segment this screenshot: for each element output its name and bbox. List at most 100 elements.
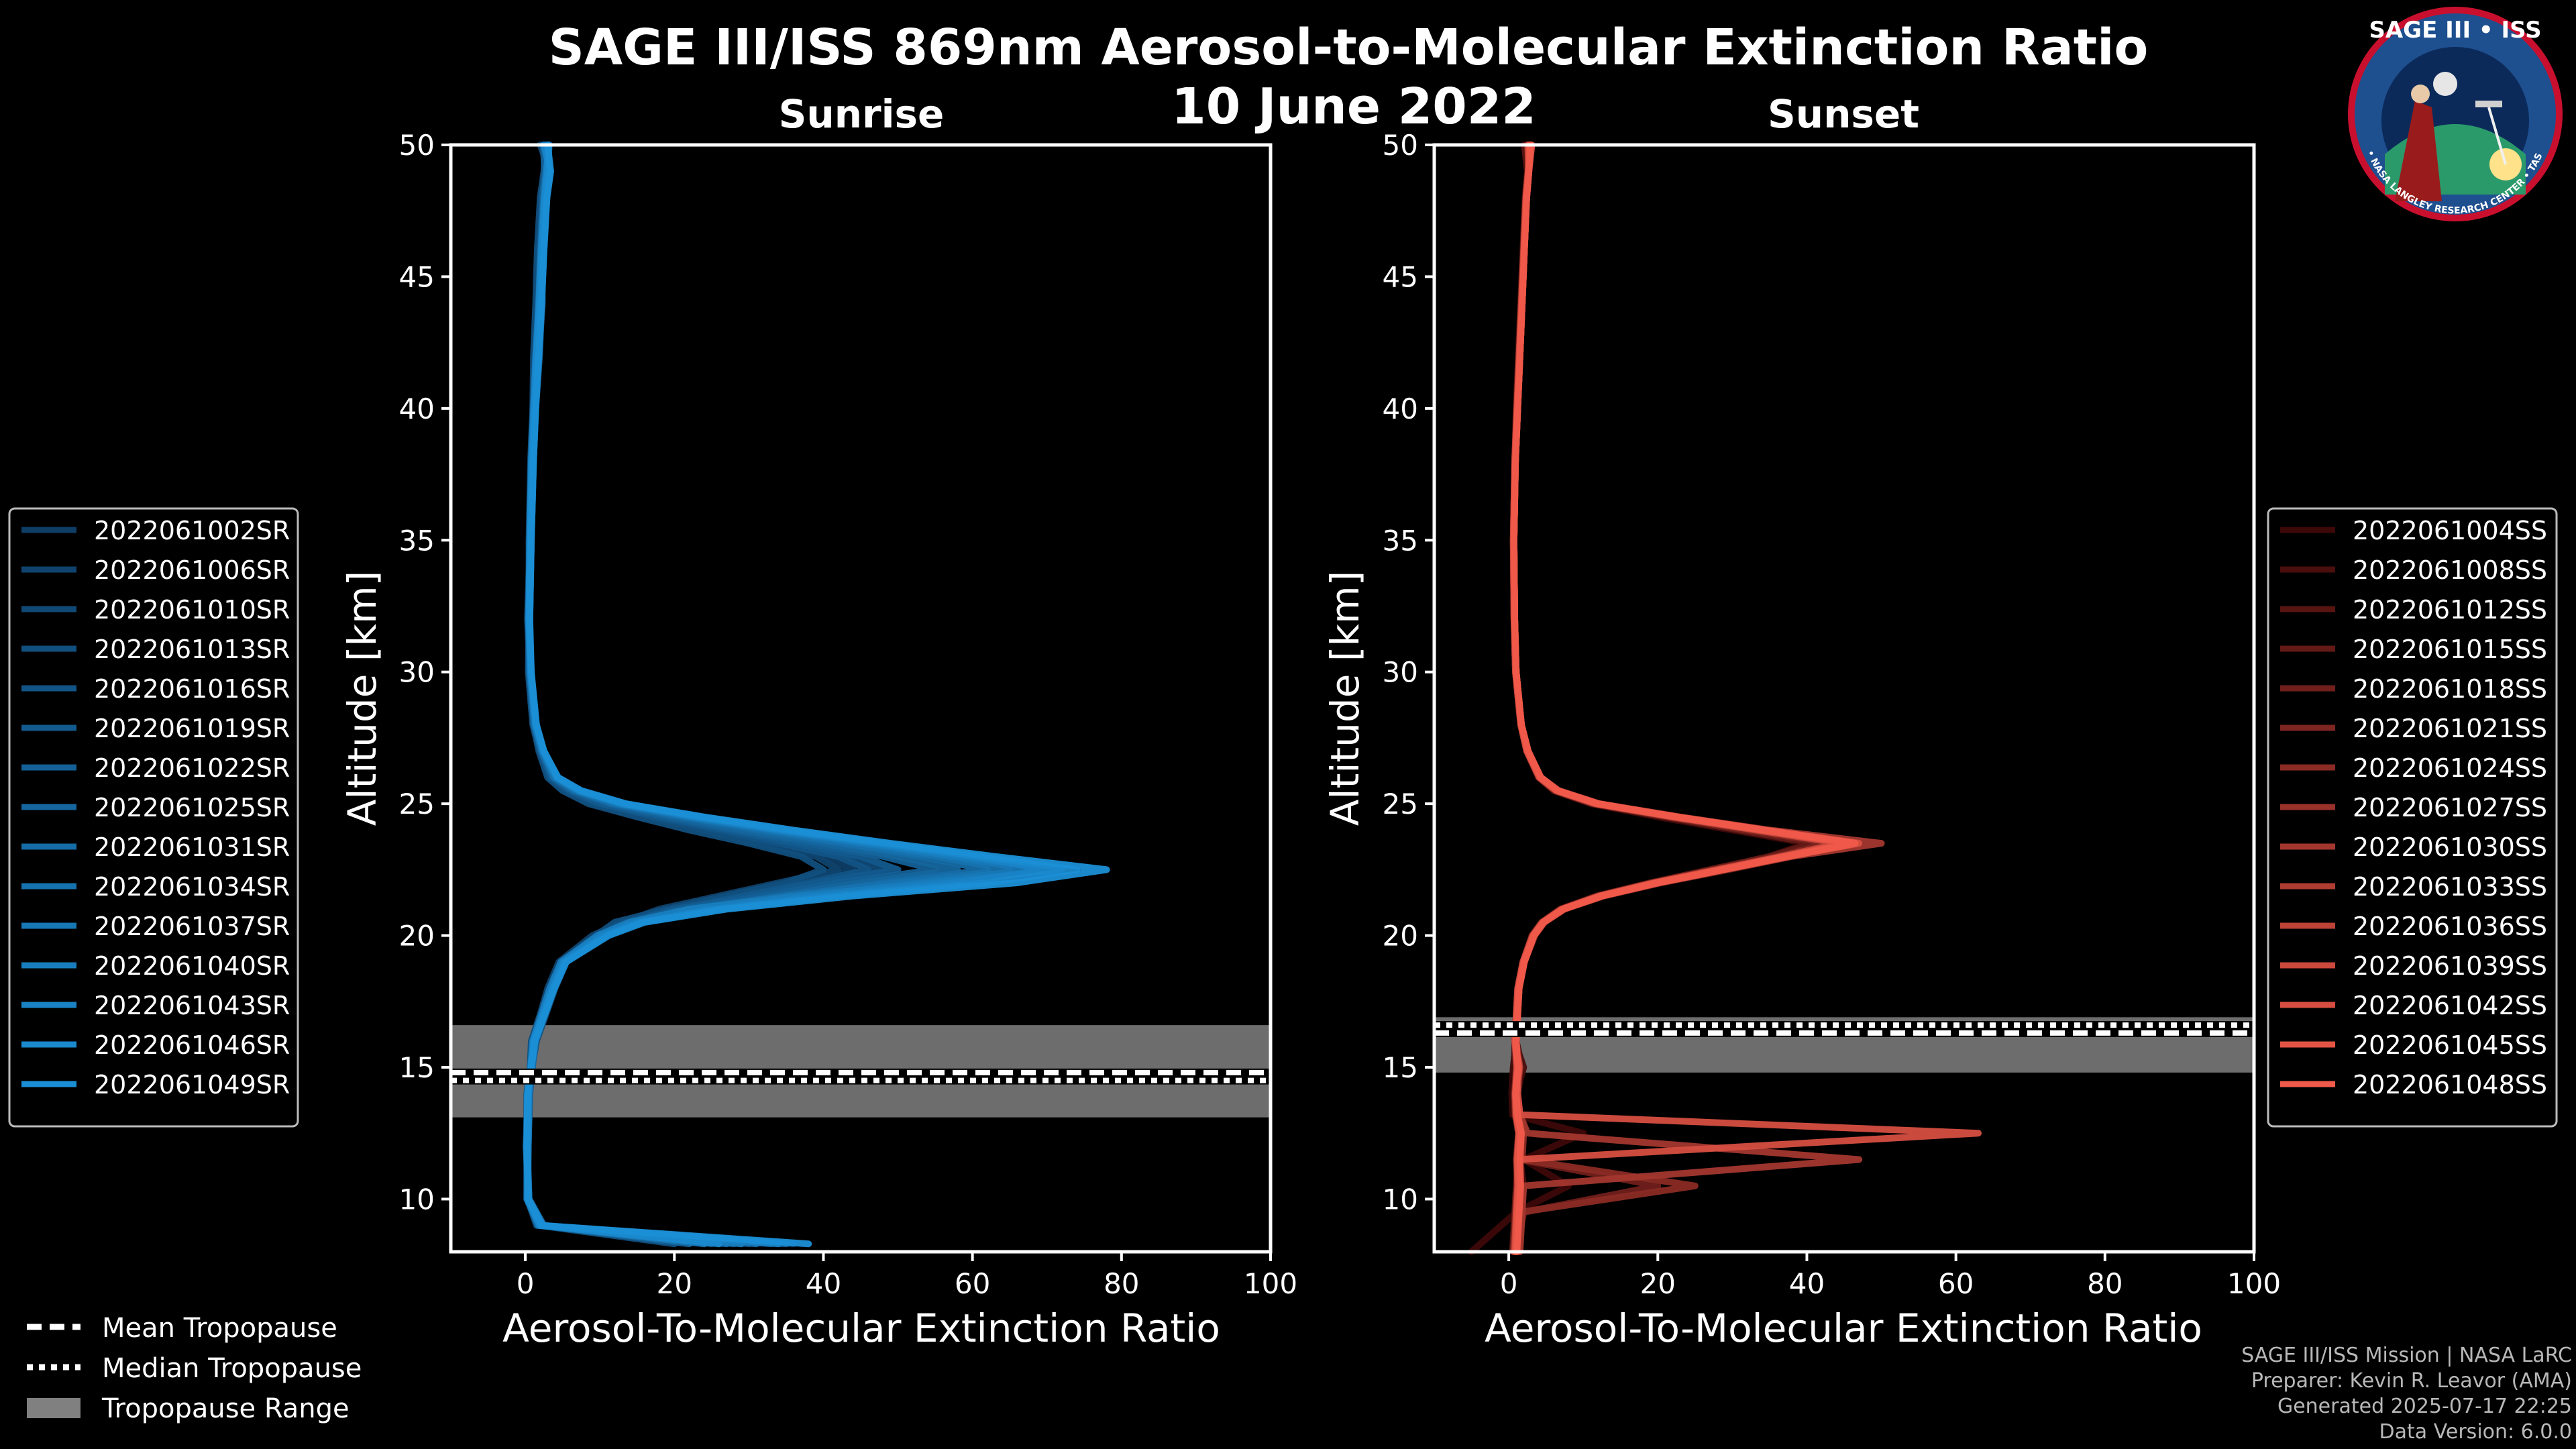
sunset-xtick-label: 0 — [1500, 1267, 1518, 1300]
sunrise-y-ticks: 10 15 20 25 30 35 40 45 50 — [399, 129, 451, 1216]
sunrise-panel-title: Sunrise — [779, 91, 945, 137]
sunrise-legend-label: 2022061025SR — [94, 793, 290, 822]
credits-mission: SAGE III/ISS Mission | NASA LaRC — [2241, 1344, 2572, 1367]
sunrise-ytick-label: 45 — [399, 260, 435, 293]
sunset-legend-label: 2022061004SS — [2353, 516, 2547, 545]
sunrise-xtick-label: 60 — [955, 1267, 990, 1300]
sunset-legend-label: 2022061024SS — [2353, 753, 2547, 783]
sunrise-ytick-label: 40 — [399, 392, 435, 425]
sunrise-legend-label: 2022061049SR — [94, 1070, 290, 1099]
sunset-ytick-label: 50 — [1383, 129, 1418, 162]
sunset-panel-title: Sunset — [1768, 91, 1919, 137]
sunset-ytick-label: 10 — [1383, 1183, 1418, 1216]
patch-figure-robe — [2395, 101, 2442, 201]
sunset-panel: Sunset 10 15 20 25 30 35 40 45 50 0 20 40 60 80 100 A… — [1322, 91, 2558, 1351]
sunset-legend-label: 2022061045SS — [2353, 1030, 2547, 1060]
sunrise-y-axis-label: Altitude [km] — [339, 571, 385, 826]
sunrise-legend-label: 2022061013SR — [94, 635, 290, 664]
sunset-legend-label: 2022061033SS — [2353, 872, 2547, 902]
sunset-legend-label: 2022061021SS — [2353, 714, 2547, 743]
sunrise-legend-label: 2022061022SR — [94, 753, 290, 783]
sunrise-series-line-2022061049SR — [523, 142, 1110, 1248]
sunset-ytick-label: 40 — [1383, 392, 1418, 425]
sunset-x-ticks: 0 20 40 60 80 100 — [1500, 1252, 2281, 1300]
patch-iss-station — [2475, 101, 2502, 107]
sunrise-xtick-label: 80 — [1104, 1267, 1139, 1300]
sunrise-legend-label: 2022061040SR — [94, 951, 290, 981]
sunrise-legend-label: 2022061019SR — [94, 714, 290, 743]
sunrise-legend-label: 2022061043SR — [94, 991, 290, 1020]
sunrise-xtick-label: 20 — [657, 1267, 692, 1300]
sunrise-legend-label: 2022061037SR — [94, 912, 290, 941]
sunset-legend-label: 2022061036SS — [2353, 912, 2547, 941]
sunset-legend-label: 2022061012SS — [2353, 595, 2547, 625]
sunrise-tropopause-lines — [451, 1068, 1271, 1085]
sunrise-xtick-label: 0 — [517, 1267, 535, 1300]
sunrise-legend: 2022061002SR 2022061006SR 2022061010SR 2022… — [8, 507, 299, 1128]
sunset-ytick-label: 45 — [1383, 260, 1418, 293]
sunrise-legend-label: 2022061006SR — [94, 555, 290, 585]
sunrise-x-ticks: 0 20 40 60 80 100 — [517, 1252, 1297, 1300]
sunset-plot-frame — [1432, 143, 2256, 1254]
sunrise-legend-frame — [8, 507, 299, 1128]
sunrise-ytick-label: 20 — [399, 920, 435, 953]
sunrise-legend-label: 2022061016SR — [94, 674, 290, 704]
sunrise-legend-label: 2022061034SR — [94, 872, 290, 902]
sunrise-series-lines — [523, 142, 1110, 1248]
sunset-legend-label: 2022061008SS — [2353, 555, 2547, 585]
median-tropopause-label: Median Tropopause — [102, 1353, 362, 1384]
sunrise-legend-label: 2022061046SR — [94, 1030, 290, 1060]
sunset-ytick-label: 30 — [1383, 656, 1418, 689]
sunset-tropopause-lines — [1434, 1021, 2254, 1037]
sunrise-xtick-label: 40 — [806, 1267, 841, 1300]
sunset-plot-area — [1434, 145, 2254, 1252]
credits-data-version: Data Version: 6.0.0 — [2379, 1420, 2572, 1444]
patch-beam — [2487, 107, 2507, 165]
sunset-xtick-label: 80 — [2087, 1267, 2123, 1300]
sunset-legend-label: 2022061030SS — [2353, 833, 2547, 862]
sunrise-legend-label: 2022061002SR — [94, 516, 290, 545]
sunset-x-axis-label: Aerosol-To-Molecular Extinction Ratio — [1485, 1305, 2202, 1351]
patch-figure-head — [2411, 85, 2430, 103]
sunset-legend-label: 2022061048SS — [2353, 1070, 2547, 1099]
sunset-ytick-label: 15 — [1383, 1051, 1418, 1084]
credits-preparer: Preparer: Kevin R. Leavor (AMA) — [2251, 1369, 2572, 1393]
sunrise-legend-label: 2022061031SR — [94, 833, 290, 862]
sunset-legend-label: 2022061027SS — [2353, 793, 2547, 822]
sunset-xtick-label: 40 — [1789, 1267, 1825, 1300]
sunset-legend: 2022061004SS 2022061008SS 2022061012SS 2022… — [2267, 507, 2558, 1128]
sunrise-legend-label: 2022061010SR — [94, 595, 290, 625]
sunrise-xtick-label: 100 — [1244, 1267, 1297, 1300]
sunset-ytick-label: 35 — [1383, 524, 1418, 557]
tropopause-range-swatch — [27, 1398, 80, 1418]
sunset-xtick-label: 60 — [1938, 1267, 1974, 1300]
mean-tropopause-label: Mean Tropopause — [102, 1313, 337, 1344]
sunrise-ytick-label: 10 — [399, 1183, 435, 1216]
sunset-ytick-label: 25 — [1383, 788, 1418, 820]
sunset-legend-label: 2022061042SS — [2353, 991, 2547, 1020]
sunrise-ytick-label: 15 — [399, 1051, 435, 1084]
tropopause-legend: Mean Tropopause Median Tropopause Tropop… — [27, 1313, 362, 1424]
sunset-xtick-label: 100 — [2227, 1267, 2281, 1300]
sunrise-ytick-label: 50 — [399, 129, 435, 162]
sunrise-ytick-label: 30 — [399, 656, 435, 689]
sunrise-ytick-label: 35 — [399, 524, 435, 557]
sunset-legend-label: 2022061039SS — [2353, 951, 2547, 981]
sunset-xtick-label: 20 — [1640, 1267, 1676, 1300]
patch-moon — [2433, 72, 2457, 96]
sunset-legend-frame — [2267, 507, 2558, 1128]
credits-block: SAGE III/ISS Mission | NASA LaRC Prepare… — [2241, 1343, 2572, 1445]
figure-subtitle-date: 10 June 2022 — [1171, 78, 1536, 136]
sunset-legend-label: 2022061015SS — [2353, 635, 2547, 664]
sunset-y-axis-label: Altitude [km] — [1322, 571, 1368, 826]
sunrise-ytick-label: 25 — [399, 788, 435, 820]
sunset-series-lines — [1468, 142, 1982, 1255]
tropopause-range-label: Tropopause Range — [101, 1393, 350, 1424]
sunrise-plot-frame — [449, 143, 1273, 1254]
sunrise-x-axis-label: Aerosol-To-Molecular Extinction Ratio — [502, 1305, 1220, 1351]
sunset-ytick-label: 20 — [1383, 920, 1418, 953]
sunset-series-line-2022061048SS — [1510, 142, 1859, 1255]
figure-title: SAGE III/ISS 869nm Aerosol-to-Molecular … — [549, 19, 2149, 76]
